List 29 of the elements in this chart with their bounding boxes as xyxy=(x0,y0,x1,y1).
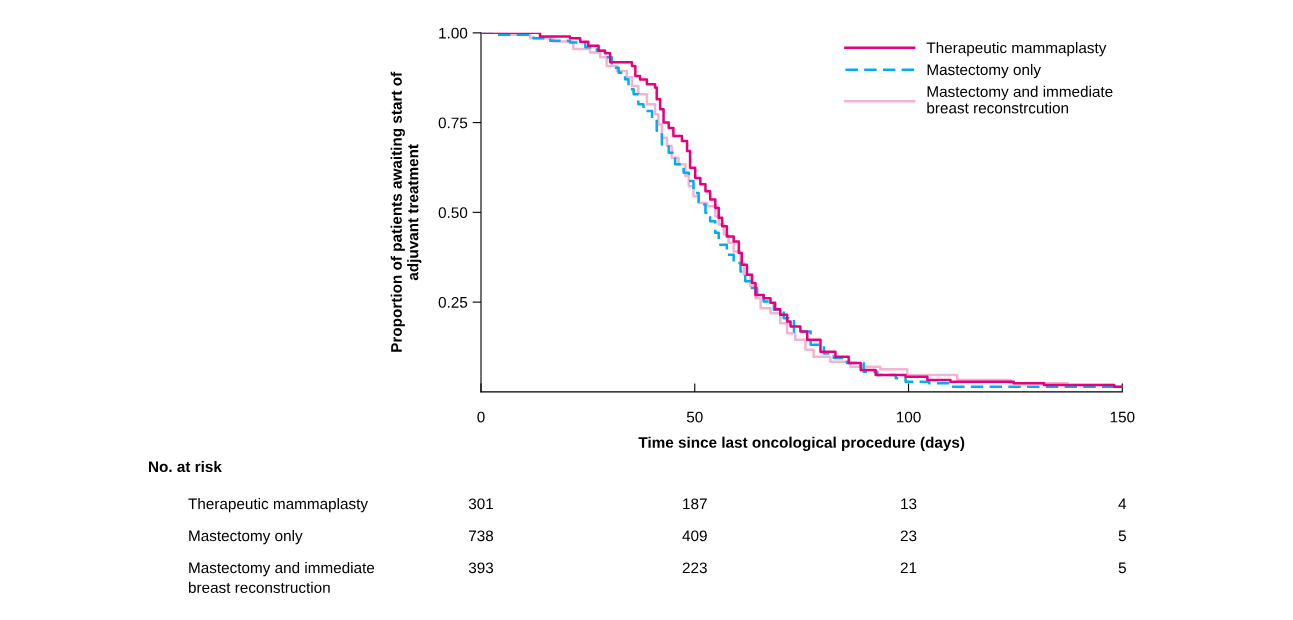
y-axis-title: Proportion of patients awaiting start of adjuvant treatment xyxy=(390,71,422,352)
text: No. at risk xyxy=(149,460,222,473)
text: 5 xyxy=(1118,530,1126,542)
text: 187 xyxy=(683,498,707,510)
x-tick-label: 150 xyxy=(1110,411,1135,423)
text: 393 xyxy=(468,562,494,574)
y-tick-label: 1.00 xyxy=(439,27,468,39)
text: 409 xyxy=(682,530,707,542)
text: 223 xyxy=(682,562,707,574)
legend-label: Mastectomy only xyxy=(927,63,1041,79)
y-tick-label: 0.75 xyxy=(438,117,468,129)
y-tick-label: 0.25 xyxy=(438,296,468,308)
legend-label: Mastectomy and immediate breast reconstrcution xyxy=(927,85,1113,114)
x-tick-label: 0 xyxy=(477,411,485,423)
text: 4 xyxy=(1118,498,1127,510)
text: 5 xyxy=(1118,562,1126,574)
x-tick-label: 100 xyxy=(896,411,921,423)
text: 13 xyxy=(901,498,917,510)
text: 21 xyxy=(900,562,917,574)
text: 738 xyxy=(469,530,494,542)
text: Mastectomy only xyxy=(189,530,303,545)
text: 23 xyxy=(900,530,917,542)
text: Mastectomy and immediate breast reconstruction xyxy=(188,562,375,593)
y-tick-label: 0.50 xyxy=(438,207,468,219)
x-axis-title: Time since last oncological procedure (days) xyxy=(638,436,965,451)
text: Therapeutic mammaplasty xyxy=(188,498,368,513)
x-tick-label: 50 xyxy=(686,411,703,423)
legend-label: Therapeutic mammaplasty xyxy=(926,42,1107,57)
text: 301 xyxy=(468,498,493,510)
